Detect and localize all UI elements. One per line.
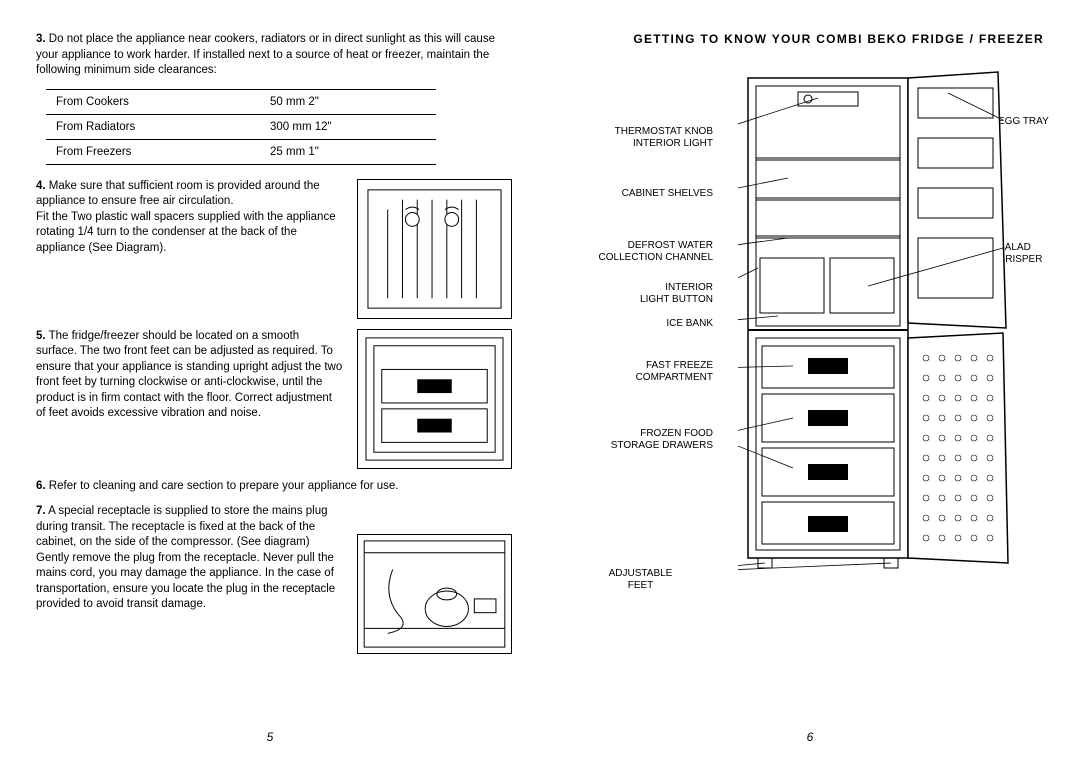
item-4-text: Make sure that sufficient room is provid… [36,180,336,254]
item-4-num: 4. [36,180,46,192]
label-ice-bank: ICE BANK [568,318,713,330]
item-7-row: 7. A special receptacle is supplied to s… [36,504,512,654]
item-5-text: The fridge/freezer should be located on … [36,330,342,420]
right-heading: GETTING TO KNOW YOUR COMBI BEKO FRIDGE /… [568,32,1044,46]
item-5-row: 5. The fridge/freezer should be located … [36,329,512,469]
item-7-num: 7. [36,505,46,517]
cell: From Radiators [46,114,260,139]
fridge-diagram-wrap: THERMOSTAT KNOB INTERIOR LIGHT CABINET S… [568,68,1048,668]
item-5-num: 5. [36,330,46,342]
diagram-front-feet [357,329,512,469]
label-interior-light-btn: INTERIOR LIGHT BUTTON [568,282,713,306]
cell: 50 mm 2" [260,89,436,114]
label-thermostat: THERMOSTAT KNOB INTERIOR LIGHT [568,126,713,150]
item-7: 7. A special receptacle is supplied to s… [36,504,343,613]
table-row: From Radiators 300 mm 12" [46,114,436,139]
label-fast-freeze: FAST FREEZE COMPARTMENT [568,360,713,384]
label-defrost: DEFROST WATER COLLECTION CHANNEL [568,240,713,264]
diagram-plug-receptacle [357,534,512,654]
table-row: From Freezers 25 mm 1" [46,139,436,164]
item-4: 4. Make sure that sufficient room is pro… [36,179,343,319]
item-3: 3. Do not place the appliance near cooke… [36,32,512,79]
fridge-diagram-icon [738,68,1038,638]
label-adjustable-feet: ADJUSTABLE FEET [568,568,713,592]
label-cabinet-shelves: CABINET SHELVES [568,188,713,200]
item-7-text: A special receptacle is supplied to stor… [36,505,335,610]
item-6-text: Refer to cleaning and care section to pr… [49,480,399,492]
item-5: 5. The fridge/freezer should be located … [36,329,343,469]
item-6: 6. Refer to cleaning and care section to… [36,479,512,495]
diagram-wall-spacers [357,179,512,319]
item-3-num: 3. [36,33,46,45]
clearance-table: From Cookers 50 mm 2" From Radiators 300… [46,89,436,165]
cell: From Cookers [46,89,260,114]
item-4-row: 4. Make sure that sufficient room is pro… [36,179,512,319]
item-3-text: Do not place the appliance near cookers,… [36,33,495,76]
cell: 25 mm 1" [260,139,436,164]
page-number-5: 5 [267,730,274,744]
label-frozen-drawers: FROZEN FOOD STORAGE DRAWERS [568,428,713,452]
cell: 300 mm 12" [260,114,436,139]
page-5: 3. Do not place the appliance near cooke… [0,0,540,764]
cell: From Freezers [46,139,260,164]
table-row: From Cookers 50 mm 2" [46,89,436,114]
page-6: GETTING TO KNOW YOUR COMBI BEKO FRIDGE /… [540,0,1080,764]
page-number-6: 6 [807,730,814,744]
item-6-num: 6. [36,480,46,492]
